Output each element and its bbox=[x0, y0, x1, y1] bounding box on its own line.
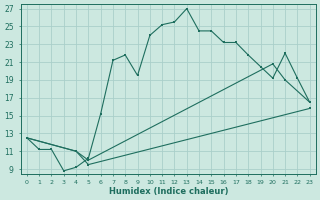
X-axis label: Humidex (Indice chaleur): Humidex (Indice chaleur) bbox=[108, 187, 228, 196]
